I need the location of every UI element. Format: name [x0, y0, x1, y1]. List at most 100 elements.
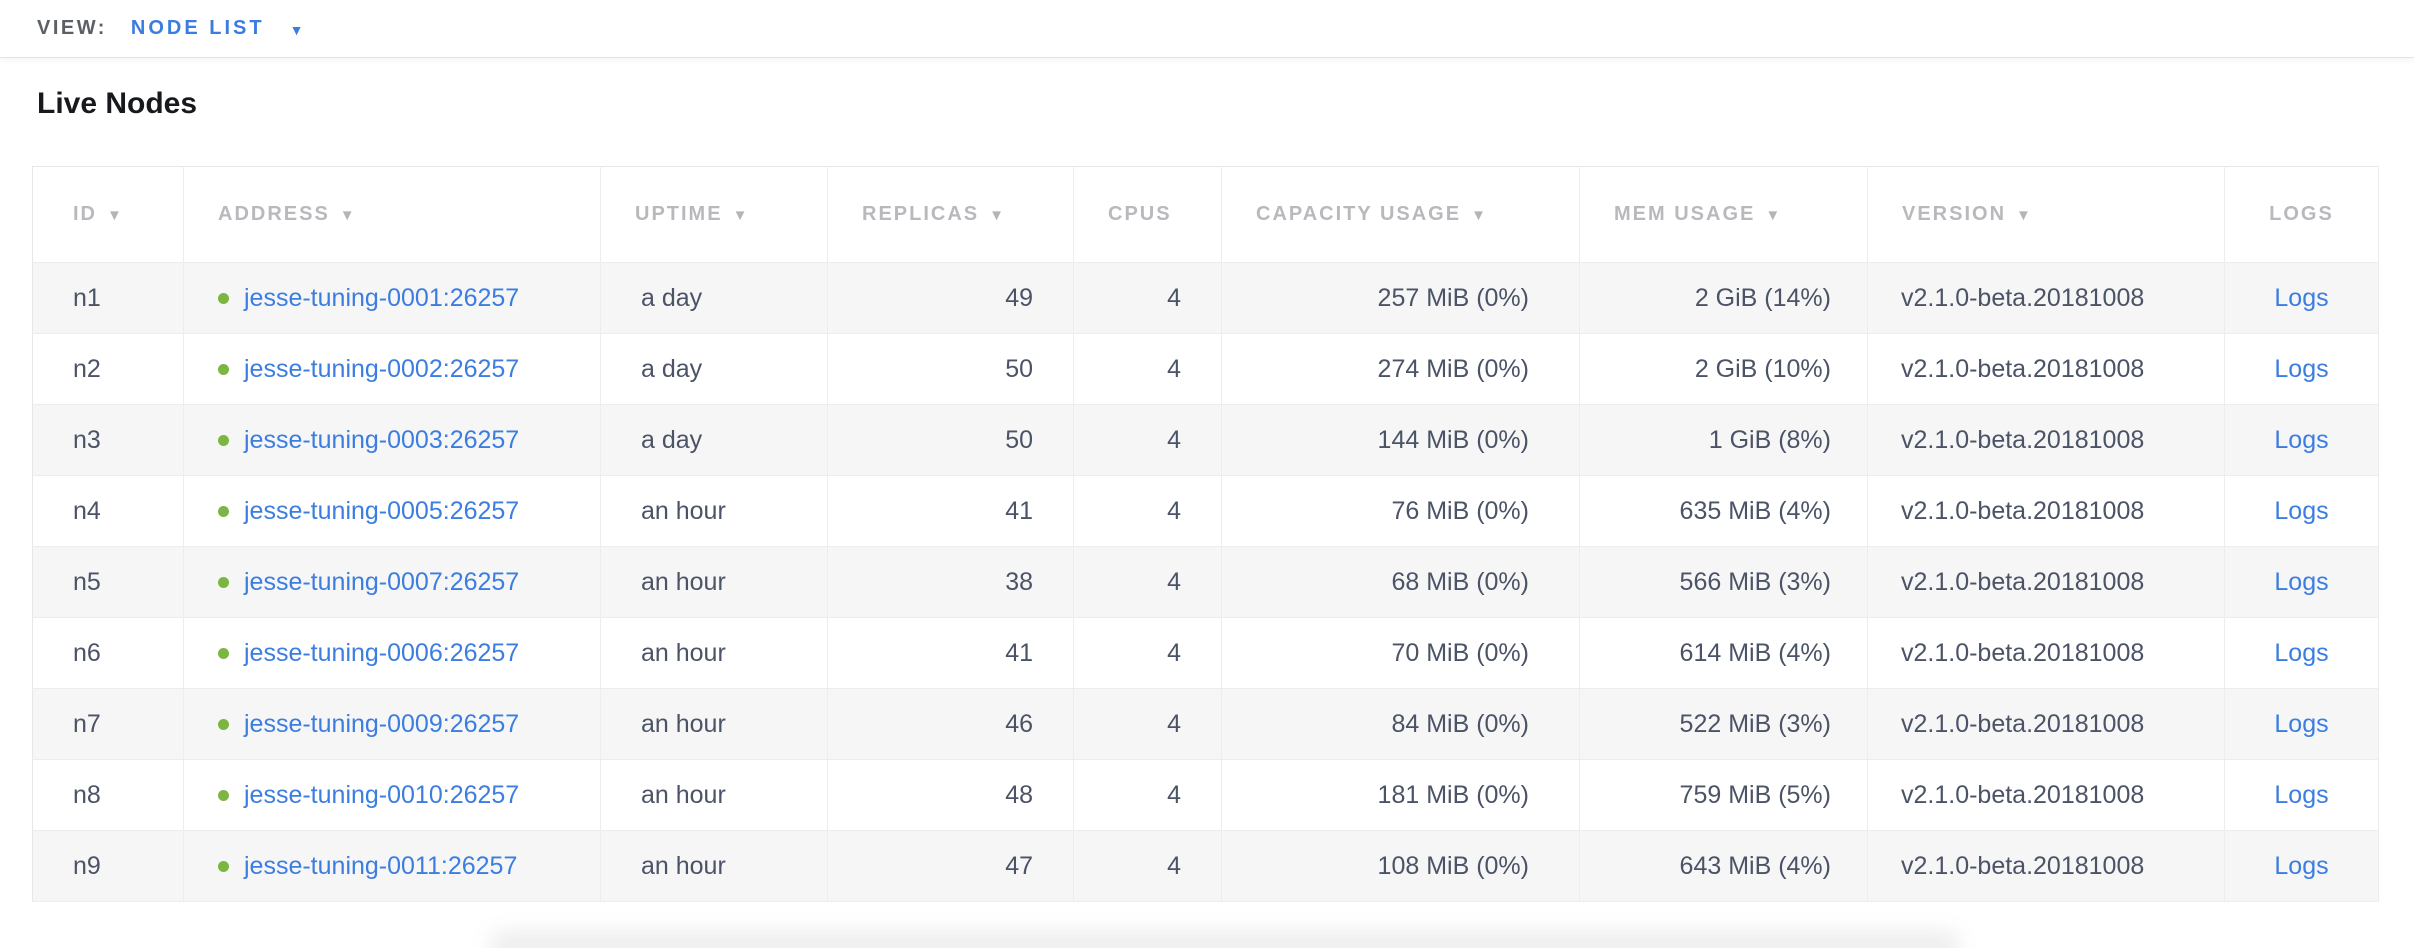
node-address-link[interactable]: jesse-tuning-0001:26257 [244, 283, 520, 312]
column-header-replicas[interactable]: REPLICAS ▼ [827, 166, 1074, 263]
cell-version: v2.1.0-beta.20181008 [1867, 475, 2225, 547]
cell-logs: Logs [2224, 688, 2379, 760]
cell-replicas: 46 [827, 688, 1074, 760]
cell-id: n4 [32, 475, 184, 547]
node-address-link[interactable]: jesse-tuning-0007:26257 [244, 567, 520, 596]
cell-uptime: an hour [600, 688, 828, 760]
cell-cpus: 4 [1073, 262, 1222, 334]
below-fold-shadow [490, 932, 1960, 948]
logs-link[interactable]: Logs [2274, 709, 2329, 738]
cell-capacity: 257 MiB (0%) [1221, 262, 1580, 334]
status-dot-icon [218, 576, 229, 588]
cell-mem: 566 MiB (3%) [1579, 546, 1868, 618]
node-address-link[interactable]: jesse-tuning-0011:26257 [244, 851, 518, 880]
cell-uptime: a day [600, 262, 828, 334]
table-row: n2 jesse-tuning-0002:26257 a day 50 4 274 MiB… [32, 333, 2379, 405]
cell-version: v2.1.0-beta.20181008 [1867, 333, 2225, 405]
table-row: n8 jesse-tuning-0010:26257 an hour 48 4 181 M… [32, 759, 2379, 831]
table-row: n9 jesse-tuning-0011:26257 an hour 47 4 108 M… [32, 830, 2379, 902]
cell-logs: Logs [2224, 262, 2379, 334]
cell-cpus: 4 [1073, 759, 1222, 831]
column-header-address[interactable]: ADDRESS ▼ [183, 166, 601, 263]
sort-caret-icon: ▼ [1471, 207, 1488, 224]
cell-address: jesse-tuning-0001:26257 [183, 262, 601, 334]
cell-version: v2.1.0-beta.20181008 [1867, 546, 2225, 618]
cell-replicas: 50 [827, 404, 1074, 476]
table-row: n1 jesse-tuning-0001:26257 a day 49 4 257 MiB… [32, 262, 2379, 334]
cell-replicas: 48 [827, 759, 1074, 831]
logs-link[interactable]: Logs [2274, 354, 2329, 383]
status-dot-icon [218, 789, 229, 801]
column-header-id[interactable]: ID ▼ [32, 166, 184, 263]
node-address-link[interactable]: jesse-tuning-0006:26257 [244, 638, 520, 667]
cell-cpus: 4 [1073, 475, 1222, 547]
cell-cpus: 4 [1073, 688, 1222, 760]
cell-cpus: 4 [1073, 617, 1222, 689]
status-dot-icon [218, 292, 229, 304]
cell-replicas: 49 [827, 262, 1074, 334]
status-dot-icon [218, 505, 229, 517]
cell-version: v2.1.0-beta.20181008 [1867, 617, 2225, 689]
live-nodes-table: ID ▼ ADDRESS ▼ UPTIME ▼ REPLICAS ▼ CPUS CAPACITY … [32, 166, 2379, 902]
cell-version: v2.1.0-beta.20181008 [1867, 759, 2225, 831]
logs-link[interactable]: Logs [2274, 283, 2329, 312]
cell-capacity: 68 MiB (0%) [1221, 546, 1580, 618]
cell-replicas: 50 [827, 333, 1074, 405]
cell-id: n7 [32, 688, 184, 760]
node-address-link[interactable]: jesse-tuning-0010:26257 [244, 780, 520, 809]
logs-link[interactable]: Logs [2274, 425, 2329, 454]
table-header-row: ID ▼ ADDRESS ▼ UPTIME ▼ REPLICAS ▼ CPUS CAPACITY … [32, 166, 2379, 263]
cell-mem: 643 MiB (4%) [1579, 830, 1868, 902]
cell-replicas: 38 [827, 546, 1074, 618]
table-row: n3 jesse-tuning-0003:26257 a day 50 4 144 MiB… [32, 404, 2379, 476]
cell-id: n3 [32, 404, 184, 476]
column-header-label: ADDRESS [218, 203, 330, 225]
cell-address: jesse-tuning-0011:26257 [183, 830, 601, 902]
column-header-label: CPUS [1108, 203, 1172, 225]
node-address-link[interactable]: jesse-tuning-0005:26257 [244, 496, 520, 525]
cell-mem: 1 GiB (8%) [1579, 404, 1868, 476]
node-address-link[interactable]: jesse-tuning-0009:26257 [244, 709, 520, 738]
cell-cpus: 4 [1073, 546, 1222, 618]
view-selector-dropdown[interactable]: NODE LIST ▼ [131, 17, 304, 40]
column-header-capacity[interactable]: CAPACITY USAGE ▼ [1221, 166, 1580, 263]
cell-mem: 2 GiB (10%) [1579, 333, 1868, 405]
column-header-uptime[interactable]: UPTIME ▼ [600, 166, 828, 263]
cell-id: n9 [32, 830, 184, 902]
column-header-label: CAPACITY USAGE [1256, 203, 1462, 225]
table-row: n6 jesse-tuning-0006:26257 an hour 41 4 70 Mi… [32, 617, 2379, 689]
column-header-version[interactable]: VERSION ▼ [1867, 166, 2225, 263]
logs-link[interactable]: Logs [2274, 780, 2329, 809]
logs-link[interactable]: Logs [2274, 638, 2329, 667]
logs-link[interactable]: Logs [2274, 851, 2329, 880]
logs-link[interactable]: Logs [2274, 567, 2329, 596]
sort-caret-icon: ▼ [1765, 207, 1783, 224]
column-header-label: LOGS [2269, 203, 2334, 225]
cell-version: v2.1.0-beta.20181008 [1867, 830, 2225, 902]
column-header-logs: LOGS [2224, 166, 2379, 263]
cell-logs: Logs [2224, 333, 2379, 405]
column-header-mem[interactable]: MEM USAGE ▼ [1579, 166, 1868, 263]
cell-cpus: 4 [1073, 333, 1222, 405]
column-header-label: MEM USAGE [1614, 203, 1756, 225]
sort-caret-icon: ▼ [989, 207, 1006, 224]
node-address-link[interactable]: jesse-tuning-0002:26257 [244, 354, 520, 383]
chevron-down-icon: ▼ [289, 21, 304, 38]
cell-mem: 2 GiB (14%) [1579, 262, 1868, 334]
logs-link[interactable]: Logs [2274, 496, 2329, 525]
status-dot-icon [218, 860, 229, 872]
sort-caret-icon: ▼ [732, 207, 750, 224]
cell-uptime: an hour [600, 617, 828, 689]
cell-address: jesse-tuning-0006:26257 [183, 617, 601, 689]
view-selected-value: NODE LIST [130, 17, 265, 39]
cell-id: n1 [32, 262, 184, 334]
cell-logs: Logs [2224, 546, 2379, 618]
cell-uptime: an hour [600, 830, 828, 902]
cell-id: n8 [32, 759, 184, 831]
cell-capacity: 181 MiB (0%) [1221, 759, 1580, 831]
cell-uptime: a day [600, 333, 828, 405]
cell-id: n6 [32, 617, 184, 689]
node-address-link[interactable]: jesse-tuning-0003:26257 [244, 425, 520, 454]
table-head: ID ▼ ADDRESS ▼ UPTIME ▼ REPLICAS ▼ CPUS CAPACITY … [32, 166, 2379, 263]
